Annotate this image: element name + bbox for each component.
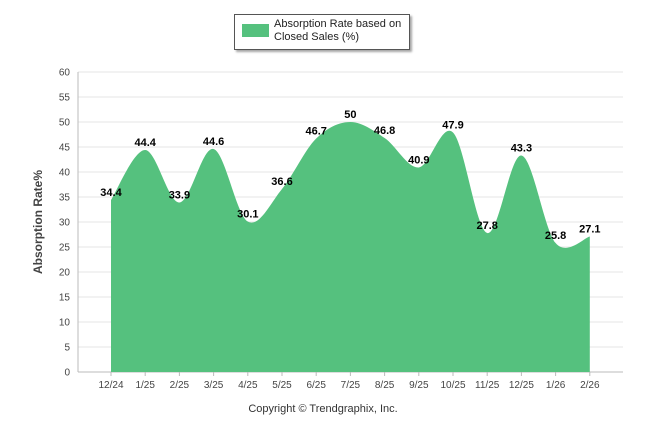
x-tick-label: 10/25 [440, 380, 465, 391]
data-label: 46.7 [305, 126, 326, 138]
legend: Absorption Rate based on Closed Sales (%… [234, 14, 410, 50]
x-tick-label: 1/25 [135, 380, 155, 391]
x-tick-label: 2/26 [580, 380, 600, 391]
y-axis-title: Absorption Rate% [31, 169, 45, 275]
x-tick-label: 9/25 [409, 380, 429, 391]
data-label: 44.6 [203, 136, 224, 148]
y-tick-label: 25 [59, 243, 71, 254]
y-tick-label: 0 [64, 368, 70, 379]
y-tick-label: 55 [59, 93, 71, 104]
x-tick-label: 4/25 [238, 380, 258, 391]
y-tick-label: 50 [59, 118, 71, 129]
y-tick-label: 30 [59, 218, 71, 229]
data-label: 40.9 [408, 155, 429, 167]
data-label: 43.3 [511, 143, 532, 155]
x-tick-label: 12/25 [509, 380, 534, 391]
data-label: 33.9 [169, 190, 190, 202]
x-tick-label: 12/24 [98, 380, 123, 391]
x-tick-label: 6/25 [306, 380, 326, 391]
x-tick-label: 7/25 [341, 380, 361, 391]
data-label: 25.8 [545, 230, 566, 242]
x-tick-label: 5/25 [272, 380, 292, 391]
copyright-text: Copyright © Trendgraphix, Inc. [248, 403, 398, 415]
data-label: 27.1 [579, 224, 600, 236]
area-series-absorption-rate [111, 121, 590, 372]
y-tick-label: 5 [64, 343, 70, 354]
y-tick-labels: 0 5 10 15 20 25 30 35 40 45 50 55 60 [59, 68, 71, 379]
area-layer [111, 121, 590, 372]
data-label: 47.9 [442, 120, 463, 132]
data-labels: 34.4 44.4 33.9 44.6 30.1 36.6 46.7 50 46.8 40.9 47… [100, 109, 600, 242]
x-tick-label: 11/25 [475, 380, 500, 391]
legend-swatch [242, 24, 269, 37]
y-tick-label: 10 [59, 318, 71, 329]
x-tick-label: 2/25 [170, 380, 190, 391]
data-label: 46.8 [374, 125, 395, 137]
x-tick-label: 8/25 [375, 380, 395, 391]
y-tick-label: 40 [59, 168, 71, 179]
data-label: 34.4 [100, 187, 122, 199]
x-tick-label: 1/26 [546, 380, 566, 391]
y-tick-label: 35 [59, 193, 71, 204]
legend-label: Absorption Rate based on Closed Sales (%… [274, 18, 402, 43]
data-label: 27.8 [476, 220, 497, 232]
y-tick-label: 15 [59, 293, 71, 304]
data-label: 50 [344, 109, 356, 121]
data-label: 44.4 [134, 137, 156, 149]
x-tick-label: 3/25 [204, 380, 224, 391]
y-tick-label: 60 [59, 68, 71, 79]
data-label: 36.6 [271, 176, 292, 188]
data-label: 30.1 [237, 209, 258, 221]
y-tick-label: 20 [59, 268, 71, 279]
y-tick-label: 45 [59, 143, 71, 154]
x-tick-labels: 12/24 1/25 2/25 3/25 4/25 5/25 6/25 7/25 8/25 9/2… [98, 372, 600, 391]
